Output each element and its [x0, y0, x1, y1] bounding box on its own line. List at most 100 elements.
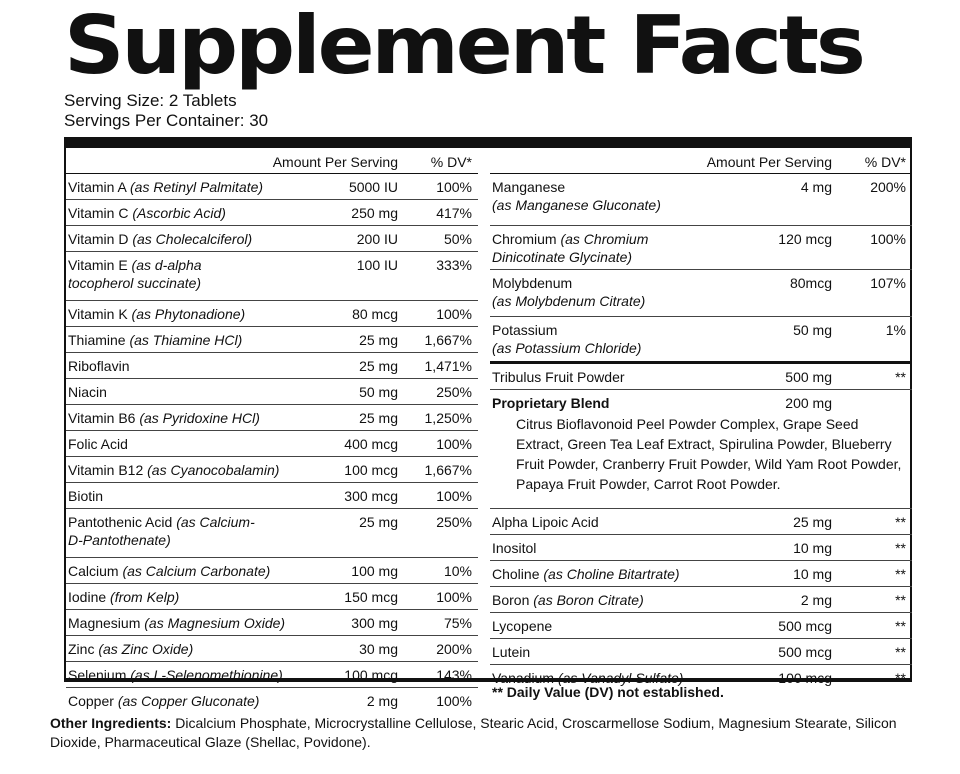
nutrient-label: Manganese — [492, 179, 566, 195]
nutrient-name: Lycopene — [492, 617, 552, 635]
nutrient-amount: 25 mg — [359, 332, 398, 348]
nutrient-source: (as L-Selenomethionine) — [130, 667, 283, 683]
nutrient-source: (as Pyridoxine HCl) — [139, 410, 260, 426]
other-ingredients: Other Ingredients: Dicalcium Phosphate, … — [50, 714, 930, 752]
nutrient-dv: 100% — [436, 589, 472, 605]
nutrient-source: (as Thiamine HCl) — [129, 332, 243, 348]
table-row: Lutein 500 mcg ** — [490, 639, 912, 665]
dv-header: % DV* — [864, 154, 906, 170]
nutrient-name: Niacin — [68, 383, 107, 401]
nutrient-dv: 417% — [436, 205, 472, 221]
table-row: Inositol 10 mg ** — [490, 535, 912, 561]
nutrient-source: (as Molybdenum Citrate) — [492, 293, 646, 309]
right-header: Amount Per Serving % DV* — [490, 148, 912, 174]
nutrient-dv: 100% — [436, 179, 472, 195]
nutrient-source: (as Chromium — [560, 231, 649, 247]
nutrient-source: D-Pantothenate) — [68, 532, 171, 548]
nutrient-name: Selenium (as L-Selenomethionine) — [68, 666, 283, 684]
nutrient-name: Vitamin B6 (as Pyridoxine HCl) — [68, 409, 260, 427]
nutrient-dv: 1,471% — [424, 358, 472, 374]
nutrient-dv: ** — [895, 618, 906, 634]
nutrient-amount: 300 mcg — [344, 488, 398, 504]
nutrient-source: (as Copper Gluconate) — [117, 693, 260, 709]
table-row: Chromium (as Chromium Dinicotinate Glycin… — [490, 226, 912, 270]
other-ingredients-text: Dicalcium Phosphate, Microcrystalline Ce… — [50, 715, 897, 750]
nutrient-dv: 200% — [436, 641, 472, 657]
nutrient-name: Riboflavin — [68, 357, 129, 375]
nutrient-amount: 50 mg — [359, 384, 398, 400]
nutrient-name: Lutein — [492, 643, 530, 661]
nutrient-amount: 100 mcg — [344, 462, 398, 478]
nutrient-label: Lycopene — [492, 618, 553, 634]
nutrient-amount: 25 mg — [359, 358, 398, 374]
table-row: Manganese (as Manganese Gluconate) 4 mg 200… — [490, 174, 912, 226]
nutrient-source: (as Manganese Gluconate) — [492, 197, 661, 213]
nutrient-name: Vitamin D (as Cholecalciferol) — [68, 230, 252, 248]
nutrient-source: (as d-alpha — [131, 257, 202, 273]
table-row: Boron (as Boron Citrate) 2 mg ** — [490, 587, 912, 613]
nutrient-amount: 25 mg — [359, 410, 398, 426]
amount-header: Amount Per Serving — [272, 154, 398, 170]
nutrient-name: Folic Acid — [68, 435, 128, 453]
nutrient-label: Vanadium — [492, 670, 558, 686]
nutrient-label: Pantothenic Acid — [68, 514, 177, 530]
nutrient-label: Iodine — [68, 589, 111, 605]
table-row: Vitamin B6 (as Pyridoxine HCl) 25 mg 1,250… — [66, 405, 478, 431]
nutrient-dv: 200% — [870, 179, 906, 195]
nutrient-label: Zinc — [68, 641, 99, 657]
nutrient-amount: 2 mg — [800, 592, 832, 608]
nutrient-amount: 100 mcg — [778, 670, 832, 686]
table-row: Iodine (from Kelp) 150 mcg 100% — [66, 584, 478, 610]
table-row: Niacin 50 mg 250% — [66, 379, 478, 405]
table-row: Vanadium (as Vanadyl Sulfate) 100 mcg ** — [490, 665, 912, 690]
nutrient-name: Vanadium (as Vanadyl Sulfate) — [492, 669, 683, 687]
nutrient-label: Vitamin B6 — [68, 410, 140, 426]
amount-header: Amount Per Serving — [706, 154, 832, 170]
nutrient-name: Vitamin A (as Retinyl Palmitate) — [68, 178, 263, 196]
nutrient-name: Vitamin B12 (as Cyanocobalamin) — [68, 461, 279, 479]
nutrient-name: Manganese (as Manganese Gluconate) — [492, 178, 661, 214]
nutrient-source: Dinicotinate Glycinate) — [492, 249, 633, 265]
table-row: Folic Acid 400 mcg 100% — [66, 431, 478, 457]
nutrient-name: Molybdenum (as Molybdenum Citrate) — [492, 274, 645, 310]
nutrient-name: Vitamin C (Ascorbic Acid) — [68, 204, 226, 222]
nutrient-amount: 200 IU — [356, 231, 398, 247]
nutrient-label: Molybdenum — [492, 275, 573, 291]
nutrient-amount: 400 mcg — [344, 436, 398, 452]
nutrient-source: (as Potassium Chloride) — [492, 340, 642, 356]
nutrient-dv: 100% — [870, 231, 906, 247]
nutrient-dv: ** — [895, 514, 906, 530]
nutrient-dv: ** — [895, 592, 906, 608]
nutrient-label: Vitamin A — [68, 179, 131, 195]
nutrient-dv: 1,667% — [424, 332, 472, 348]
nutrient-dv: 50% — [443, 231, 472, 247]
blend-description: Citrus Bioflavonoid Peel Powder Complex,… — [516, 416, 902, 492]
dv-header: % DV* — [430, 154, 472, 170]
table-row: Vitamin D (as Cholecalciferol) 200 IU 50% — [66, 226, 478, 252]
nutrient-source: (from Kelp) — [110, 589, 180, 605]
serving-size: Serving Size: 2 Tablets — [64, 91, 237, 110]
nutrient-name: Inositol — [492, 539, 536, 557]
nutrient-dv: 10% — [443, 563, 472, 579]
nutrient-label: Chromium — [492, 231, 561, 247]
right-rows-top: Manganese (as Manganese Gluconate) 4 mg 200… — [490, 174, 912, 364]
nutrient-source: (Ascorbic Acid) — [132, 205, 226, 221]
nutrient-dv: 1% — [885, 322, 906, 338]
nutrient-label: Inositol — [492, 540, 537, 556]
nutrient-amount: 30 mg — [359, 641, 398, 657]
nutrient-source: tocopherol succinate) — [68, 275, 202, 291]
nutrient-amount: 80mcg — [789, 275, 832, 291]
nutrient-name: Pantothenic Acid (as Calcium- D-Pantothen… — [68, 513, 255, 549]
servings-per-container: Servings Per Container: 30 — [64, 111, 269, 130]
table-row: Lycopene 500 mcg ** — [490, 613, 912, 639]
nutrient-dv: 333% — [436, 257, 472, 273]
nutrient-dv: 250% — [436, 514, 472, 530]
table-row: Choline (as Choline Bitartrate) 10 mg ** — [490, 561, 912, 587]
nutrient-dv: ** — [895, 369, 906, 385]
nutrient-dv: 250% — [436, 384, 472, 400]
nutrient-dv: 100% — [436, 436, 472, 452]
table-row: Riboflavin 25 mg 1,471% — [66, 353, 478, 379]
nutrient-amount: 500 mg — [785, 369, 832, 385]
table-row: Vitamin C (Ascorbic Acid) 250 mg 417% — [66, 200, 478, 226]
right-column: Amount Per Serving % DV* Manganese (as Ma… — [490, 148, 912, 700]
